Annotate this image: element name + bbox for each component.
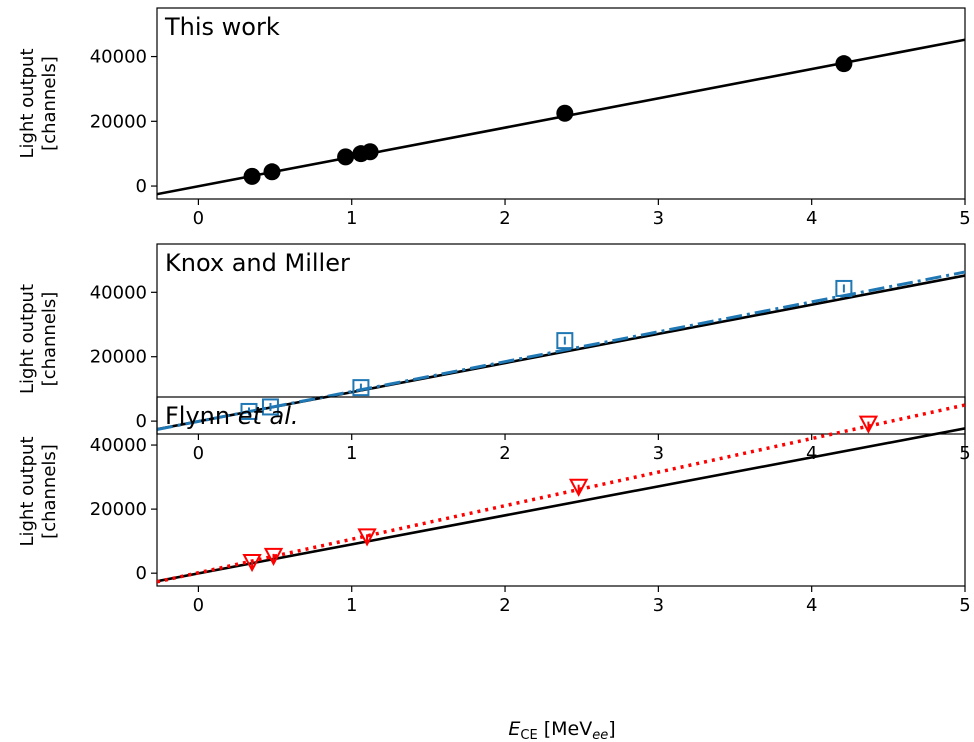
plot-frame: [156, 7, 966, 200]
x-axis-label: ECE [MeVee]: [508, 718, 615, 742]
y-tick-label: 40000: [90, 47, 147, 68]
x-tick-label: 0: [193, 443, 204, 464]
data-point: [243, 167, 261, 185]
data-point: [263, 163, 281, 181]
data-point: [835, 279, 853, 297]
x-tick-label: 1: [346, 208, 357, 229]
data-point: [556, 332, 574, 350]
y-tick-label: 40000: [90, 282, 147, 303]
y-tick-label: 20000: [90, 499, 147, 520]
x-tick-label: 1: [346, 595, 357, 616]
x-tick-label: 4: [806, 595, 817, 616]
fit-line-dashdot: [157, 270, 965, 431]
y-axis-label-line1: Light output: [17, 284, 38, 394]
data-point: [835, 55, 853, 73]
panel-title-text: Flynn: [165, 402, 238, 430]
panel-title: Flynn et al.: [165, 402, 299, 430]
data-point: [242, 553, 262, 573]
panel-title-text: Knox and Miller: [165, 249, 350, 277]
y-tick-label: 0: [136, 411, 147, 432]
x-tick-label: 5: [959, 595, 970, 616]
x-axis-label-unit-sub: ee: [592, 728, 608, 742]
x-axis-label-unit: [MeV: [538, 718, 593, 740]
x-tick-label: 3: [653, 595, 664, 616]
data-point: [240, 402, 258, 420]
x-tick-label: 4: [806, 208, 817, 229]
x-tick-label: 3: [653, 208, 664, 229]
y-axis-label-line1: Light output: [17, 48, 38, 158]
y-tick-label: 20000: [90, 111, 147, 132]
x-tick-label: 1: [346, 443, 357, 464]
x-tick-label: 0: [193, 595, 204, 616]
x-tick-label: 3: [653, 443, 664, 464]
fit-line-dotted: [157, 403, 965, 584]
data-point: [858, 415, 879, 434]
x-tick-label: 5: [959, 208, 970, 229]
y-axis-label: Light output[channels]: [17, 284, 60, 394]
x-axis-label-sub: CE: [520, 728, 537, 742]
data-point: [357, 528, 377, 547]
data-point: [352, 379, 370, 397]
panel-title: Knox and Miller: [165, 249, 350, 277]
panel-this-work: 0 1 2 3 4 5 0 20000 40000 Light output[channels] T…: [17, 7, 971, 229]
y-axis-label: Light output[channels]: [17, 48, 60, 158]
x-tick-label: 2: [499, 595, 510, 616]
plot-area: [157, 270, 965, 431]
y-axis-label: Light output[channels]: [17, 436, 60, 546]
plot-frame: [156, 243, 966, 435]
x-axis-label-var: E: [508, 718, 520, 740]
data-point: [263, 547, 284, 567]
data-point: [568, 478, 589, 497]
y-axis-label-line2: [channels]: [39, 444, 60, 539]
x-tick-label: 2: [499, 208, 510, 229]
panel-flynn: 0 1 2 3 4 5 0 20000 40000 Light output[channels] F…: [17, 396, 971, 616]
x-axis-label-unit-end: ]: [608, 718, 615, 740]
panel-title-text: This work: [164, 13, 280, 41]
data-point: [261, 398, 279, 416]
panel-title-italic: et al.: [238, 402, 299, 430]
y-tick-label: 20000: [90, 347, 147, 368]
data-point: [337, 148, 355, 166]
data-point: [556, 104, 574, 122]
y-tick-label: 40000: [90, 435, 147, 456]
x-tick-label: 4: [806, 443, 817, 464]
y-tick-label: 0: [136, 563, 147, 584]
data-point: [361, 143, 379, 161]
x-tick-label: 2: [499, 443, 510, 464]
plot-frame: [156, 396, 966, 587]
fit-line-solid: [157, 427, 965, 583]
plot-area: [157, 403, 965, 584]
x-tick-label: 0: [193, 208, 204, 229]
y-axis-label-line2: [channels]: [39, 56, 60, 151]
y-axis-label-line2: [channels]: [39, 292, 60, 387]
panel-title: This work: [164, 13, 280, 41]
y-axis-label-line1: Light output: [17, 436, 38, 546]
y-tick-label: 0: [136, 176, 147, 197]
